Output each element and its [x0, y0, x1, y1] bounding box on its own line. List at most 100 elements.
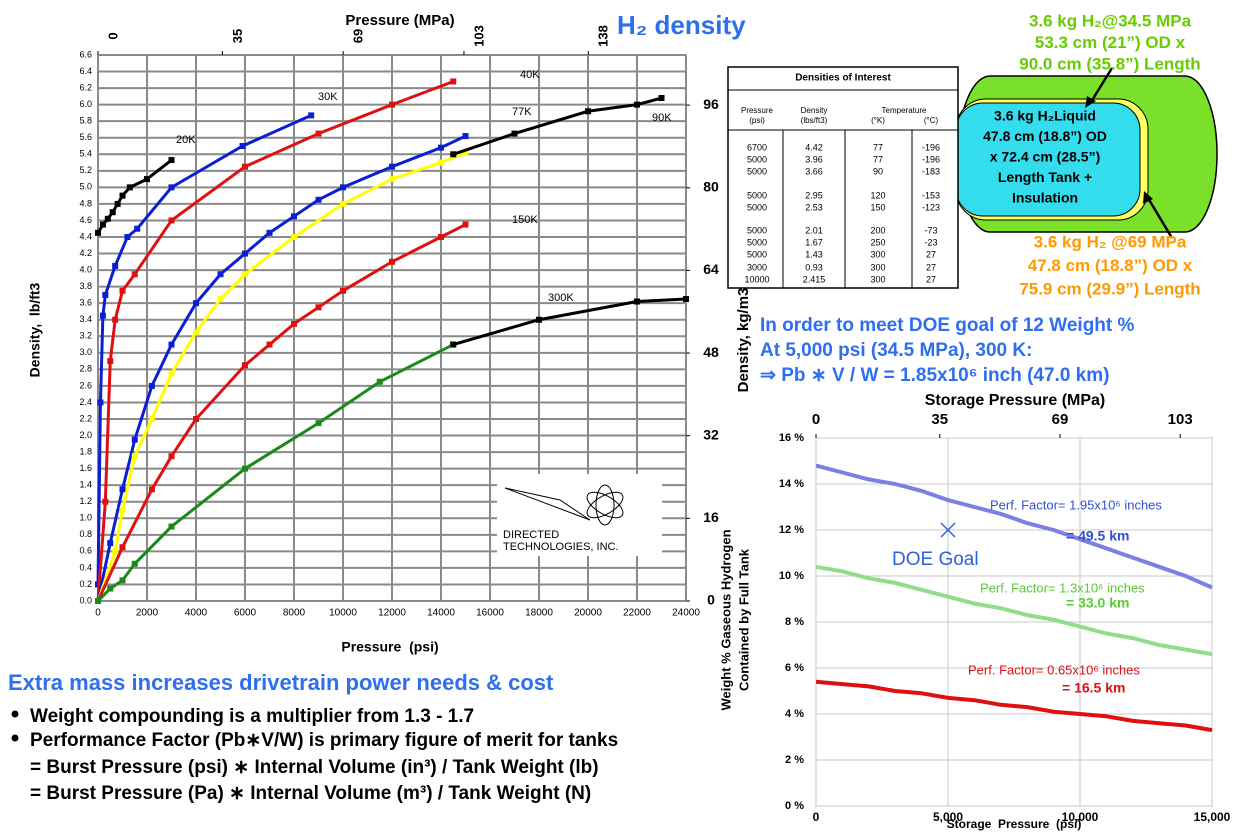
point-marker — [134, 225, 141, 232]
y-tick-label: 10 % — [779, 570, 804, 582]
x2-tick-label: 103 — [471, 25, 486, 47]
x-tick-label: 16000 — [476, 608, 504, 619]
point-marker — [291, 320, 297, 327]
point-marker — [107, 358, 114, 365]
goal-text: At 5,000 psi (34.5 MPa), 300 K: — [760, 340, 1032, 361]
table-cell: 2.01 — [805, 225, 823, 235]
y-tick-label: 2.2 — [79, 413, 92, 423]
table-cell: 250 — [870, 237, 885, 247]
x-tick-label: 18000 — [525, 608, 553, 619]
point-marker — [683, 296, 689, 303]
point-marker — [168, 184, 175, 191]
point-marker — [242, 250, 248, 257]
point-marker — [450, 78, 457, 85]
table-cell: 3.96 — [805, 154, 823, 164]
point-marker — [242, 271, 248, 278]
point-marker — [168, 370, 175, 377]
point-marker — [511, 130, 518, 137]
y-tick-label: 0.4 — [79, 562, 92, 572]
y2-tick-label: 96 — [703, 96, 719, 112]
point-marker — [536, 316, 542, 323]
point-marker — [217, 271, 224, 278]
point-marker — [634, 298, 640, 305]
y-tick-label: 5.2 — [79, 165, 92, 175]
point-marker — [102, 498, 109, 505]
arrow-head — [1085, 96, 1096, 108]
tank-text: 3.6 kg H₂@34.5 MPa — [1029, 11, 1192, 30]
bullet — [11, 734, 19, 742]
x-axis-title: Storage Pressure (psi) — [947, 817, 1082, 831]
series-line — [815, 679, 1213, 733]
x2-tick-label: 69 — [1052, 411, 1069, 428]
note-line: = Burst Pressure (psi) ∗ Internal Volume… — [30, 757, 599, 778]
y-tick-label: 5.4 — [79, 149, 92, 159]
y-tick-label: 4 % — [785, 708, 804, 720]
x2-tick-label: 35 — [931, 411, 948, 428]
point-marker — [340, 287, 346, 294]
y-tick-label: 1.8 — [79, 446, 92, 456]
point-marker — [119, 507, 126, 513]
tank-text: 75.9 cm (29.9”) Length — [1019, 279, 1200, 298]
point-marker — [112, 316, 119, 323]
y-tick-label: 0.8 — [79, 529, 92, 539]
table-cell: 150 — [870, 202, 885, 212]
annotation: Perf. Factor= 0.65x10⁶ inches — [968, 662, 1140, 677]
point-marker — [99, 221, 106, 228]
point-marker — [119, 486, 126, 493]
point-marker — [131, 453, 138, 460]
tank-text: x 72.4 cm (28.5”) — [990, 149, 1101, 165]
y-tick-label: 4.4 — [79, 231, 92, 241]
annotation: Perf. Factor= 1.3x10⁶ inches — [980, 580, 1145, 595]
x2-tick-label: 103 — [1168, 411, 1193, 428]
tank-text: 3.6 kg H₂Liquid — [994, 108, 1096, 124]
point-marker — [438, 159, 444, 166]
y2-axis-title: Density, kg/m3 — [735, 288, 752, 393]
point-marker — [102, 291, 109, 298]
annotation: = 33.0 km — [1066, 595, 1129, 611]
table-box — [727, 66, 959, 289]
table-cell: 5000 — [747, 237, 767, 247]
y-tick-label: 3.4 — [79, 314, 92, 324]
point-marker — [148, 416, 155, 422]
logo-text: TECHNOLOGIES, INC. — [503, 541, 619, 553]
point-marker — [168, 217, 175, 224]
table-header: Pressure — [741, 106, 774, 115]
point-marker — [112, 262, 119, 269]
table-cell: 3000 — [747, 262, 767, 272]
x2-axis-title: Pressure (MPa) — [345, 12, 454, 29]
point-marker — [340, 184, 346, 191]
table-cell: 5000 — [747, 154, 767, 164]
table-cell: -196 — [922, 142, 940, 152]
series-line — [96, 114, 312, 585]
point-marker — [112, 548, 119, 555]
line-label: 30K — [318, 91, 338, 103]
point-marker — [585, 108, 591, 115]
point-marker — [450, 341, 457, 348]
x-tick-label: 0 — [95, 608, 101, 619]
y2-tick-label: 0 — [707, 592, 715, 608]
y2-tick-label: 16 — [703, 509, 719, 525]
point-marker — [291, 213, 297, 220]
table-cell: 300 — [870, 274, 885, 284]
y-tick-label: 0.0 — [79, 595, 92, 605]
point-marker — [438, 144, 444, 151]
y-tick-label: 1.0 — [79, 513, 92, 523]
point-marker — [376, 378, 383, 385]
point-marker — [95, 229, 101, 236]
table-cell: 5000 — [747, 225, 767, 235]
y-tick-label: 1.2 — [79, 496, 92, 506]
y-tick-label: 1.4 — [79, 480, 92, 490]
point-marker — [438, 234, 444, 240]
y-tick-label: 6.0 — [79, 99, 92, 109]
arrow-head — [1143, 191, 1153, 204]
point-marker — [148, 382, 155, 389]
point-marker — [658, 95, 665, 102]
goal-label: DOE Goal — [892, 549, 979, 570]
point-marker — [168, 341, 175, 348]
y-tick-label: 0.6 — [79, 546, 92, 556]
y-tick-label: 4.2 — [79, 248, 92, 258]
table-cell: 2.95 — [805, 190, 823, 200]
y-tick-label: 3.6 — [79, 298, 92, 308]
y-tick-label: 2 % — [785, 754, 804, 766]
point-marker — [242, 465, 248, 472]
